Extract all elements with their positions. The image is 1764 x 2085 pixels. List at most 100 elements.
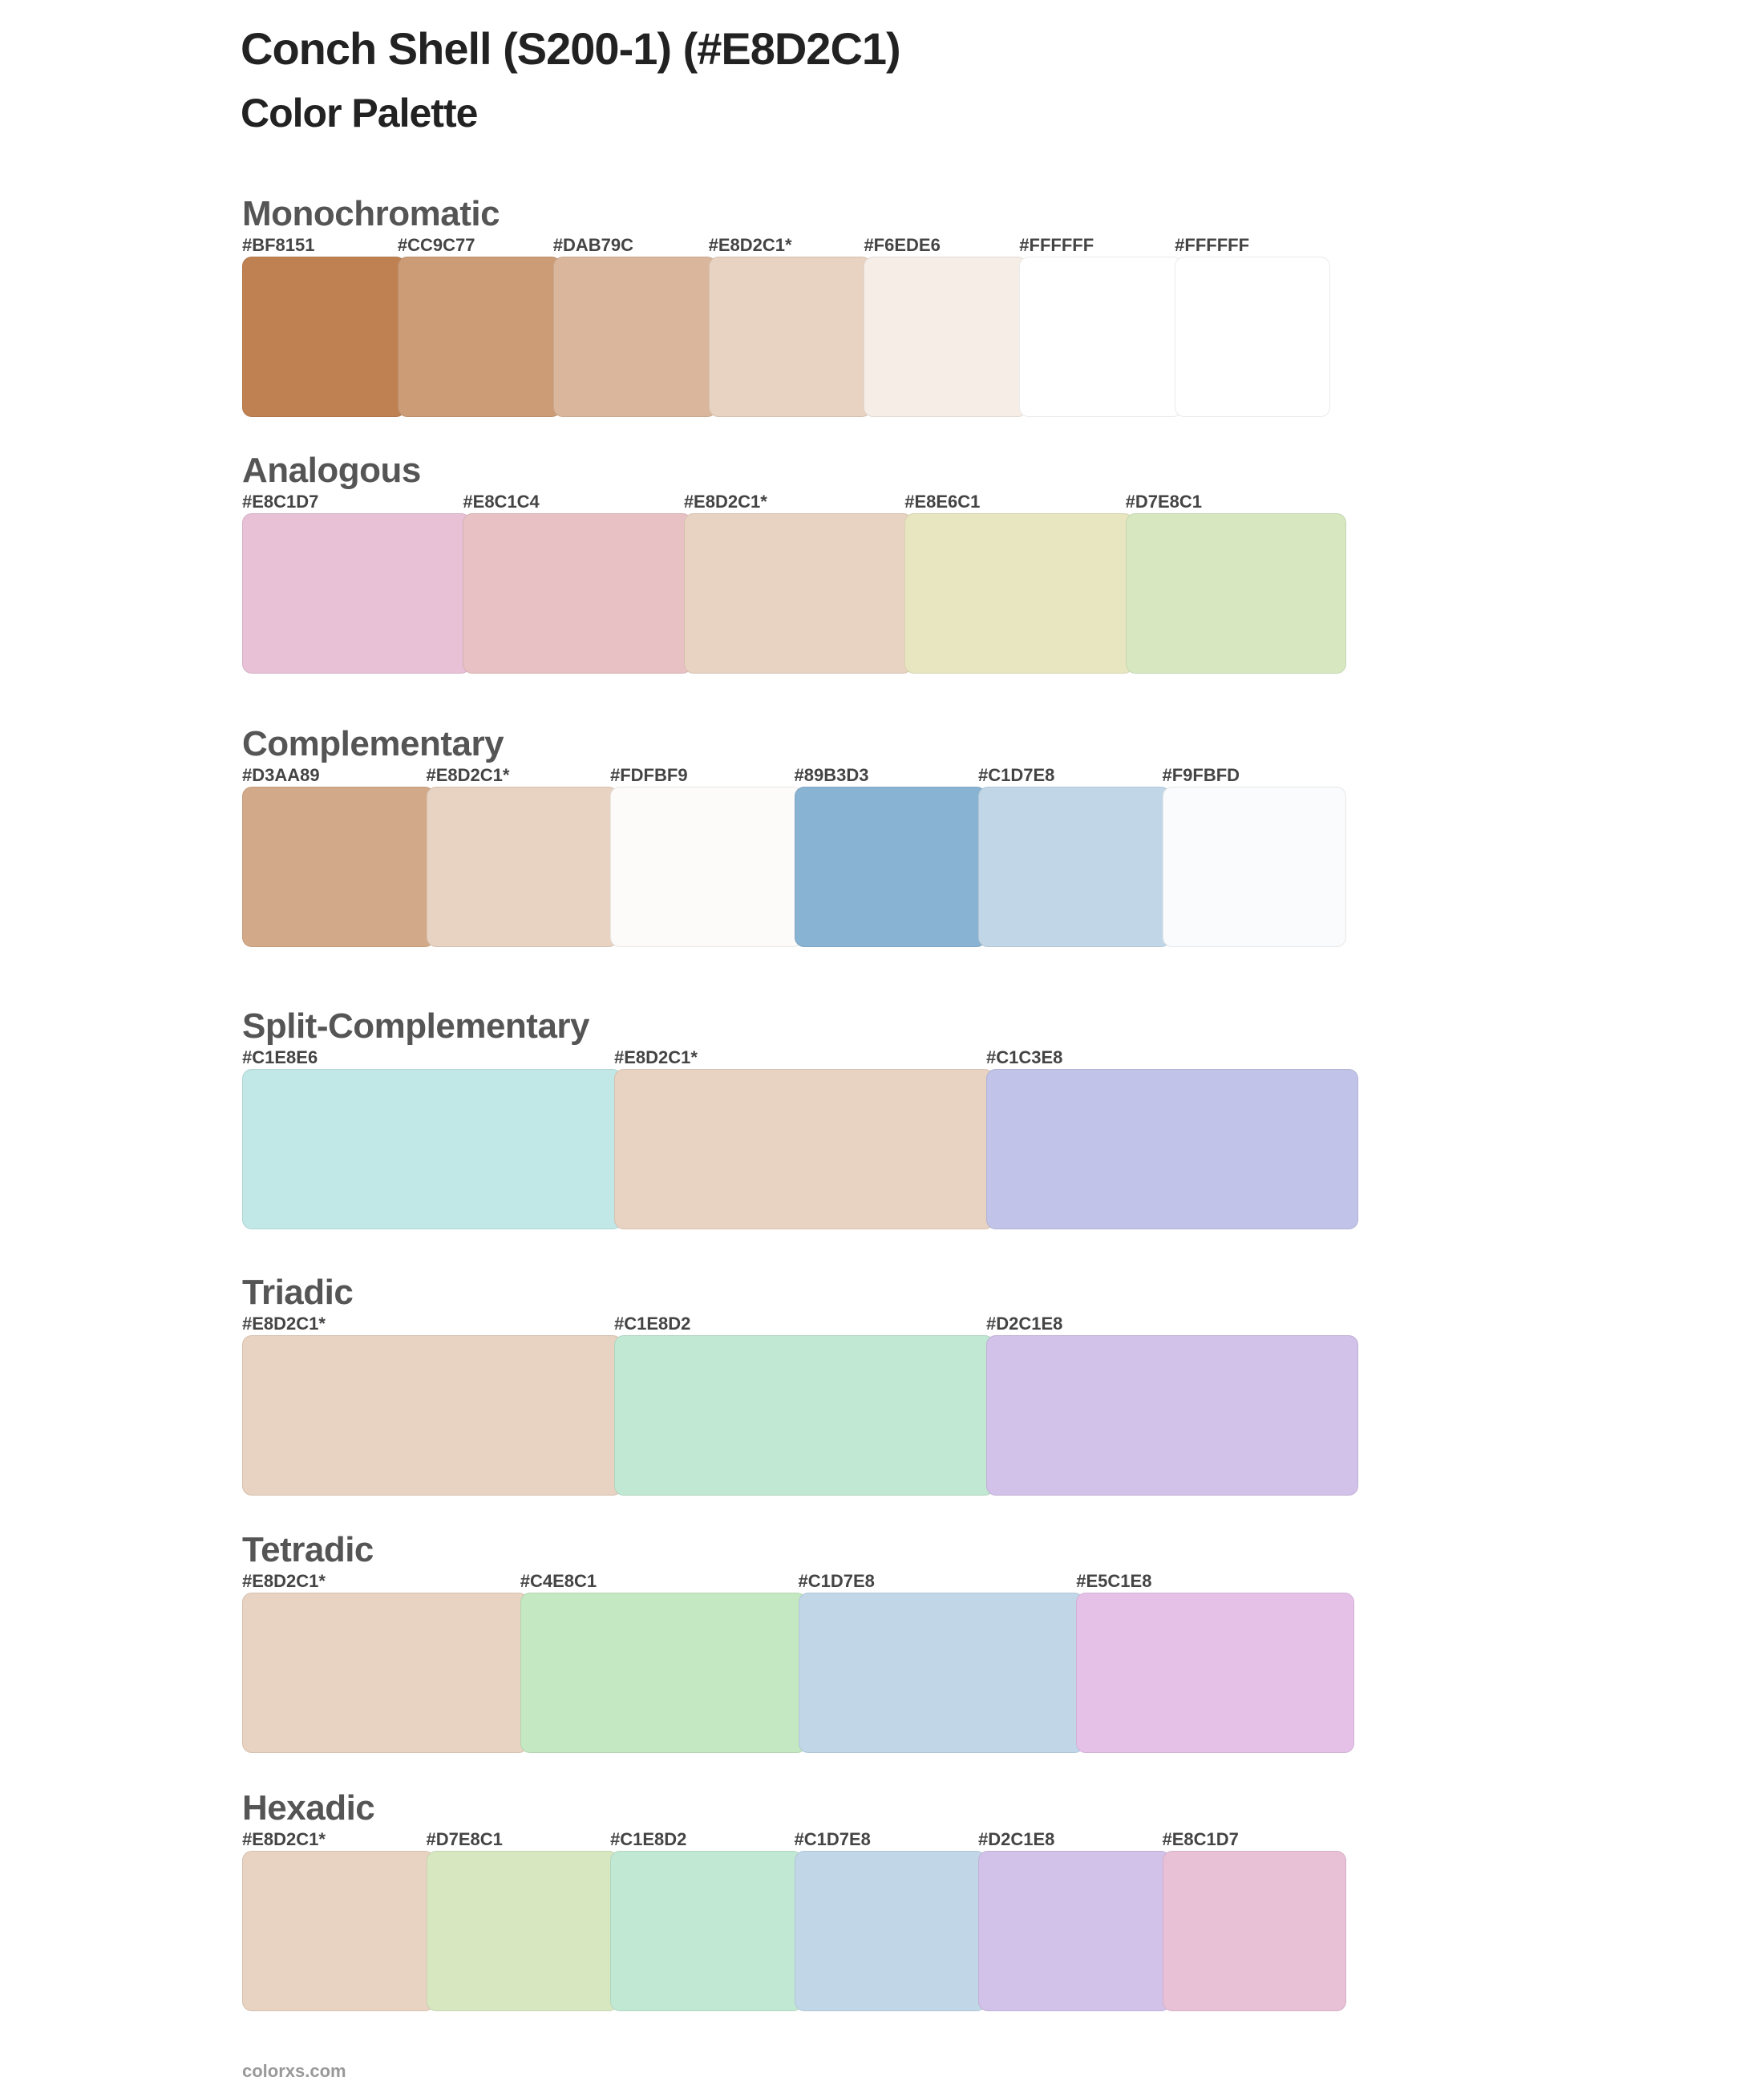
palette-section-complementary: Complementary #D3AA89 #E8D2C1* #FDFBF9 #89B3… — [242, 724, 1346, 947]
color-block[interactable] — [242, 513, 471, 674]
color-swatch[interactable]: #FFFFFF — [1175, 234, 1331, 417]
hex-label: #E8D2C1* — [426, 765, 510, 785]
color-block[interactable] — [242, 1069, 622, 1229]
color-block[interactable] — [798, 1593, 1085, 1753]
color-swatch[interactable]: #E8D2C1* — [683, 491, 913, 674]
section-heading: Tetradic — [242, 1530, 374, 1569]
color-swatch[interactable]: #C1D7E8 — [798, 1570, 1085, 1753]
palette-section-analogous: Analogous #E8C1D7 #E8C1C4 #E8D2C1* #E8E6C1 #D… — [242, 451, 1347, 674]
color-swatch[interactable]: #C1E8D2 — [610, 1828, 803, 2011]
color-block[interactable] — [242, 1593, 528, 1753]
hex-label: #E8C1D7 — [1162, 1829, 1239, 1849]
color-block[interactable] — [614, 1335, 994, 1496]
color-block[interactable] — [242, 787, 435, 947]
color-swatch[interactable]: #E8D2C1* — [242, 1570, 528, 1753]
hex-label: #FDFBF9 — [610, 765, 688, 785]
color-swatch[interactable]: #C1E8E6 — [242, 1047, 622, 1229]
hex-label: #C1D7E8 — [978, 765, 1055, 785]
color-swatch[interactable]: #E8D2C1* — [708, 234, 872, 417]
color-block[interactable] — [986, 1069, 1358, 1229]
color-block[interactable] — [1019, 257, 1183, 417]
color-block[interactable] — [978, 787, 1171, 947]
color-block[interactable] — [794, 1851, 986, 2011]
hex-label: #E8D2C1* — [242, 1829, 326, 1849]
color-swatch[interactable]: #E5C1E8 — [1076, 1570, 1354, 1753]
footer-site-link[interactable]: colorxs.com — [242, 2061, 346, 2081]
color-block[interactable] — [242, 1335, 622, 1496]
color-block[interactable] — [520, 1593, 807, 1753]
section-heading: Hexadic — [242, 1788, 375, 1828]
hex-label: #F9FBFD — [1162, 765, 1240, 785]
color-block[interactable] — [610, 1851, 803, 2011]
color-swatch[interactable]: #FFFFFF — [1019, 234, 1183, 417]
section-heading: Split-Complementary — [242, 1006, 590, 1046]
color-swatch[interactable]: #BF8151 — [242, 234, 406, 417]
color-block[interactable] — [463, 513, 692, 674]
color-swatch[interactable]: #C1D7E8 — [794, 1828, 986, 2011]
color-swatch[interactable]: #E8C1D7 — [1162, 1828, 1346, 2011]
hex-label: #BF8151 — [242, 235, 315, 255]
color-block[interactable] — [552, 257, 717, 417]
color-swatch[interactable]: #C1D7E8 — [978, 764, 1171, 947]
color-swatch[interactable]: #E8D2C1* — [614, 1047, 994, 1229]
hex-label: #E8D2C1* — [683, 492, 767, 512]
color-block[interactable] — [242, 1851, 435, 2011]
color-block[interactable] — [1076, 1593, 1354, 1753]
color-block[interactable] — [904, 513, 1134, 674]
color-block[interactable] — [986, 1335, 1358, 1496]
hex-label: #E5C1E8 — [1076, 1571, 1152, 1591]
color-swatch[interactable]: #D7E8C1 — [1125, 491, 1347, 674]
color-swatch[interactable]: #CC9C77 — [397, 234, 561, 417]
color-block[interactable] — [614, 1069, 994, 1229]
color-swatch[interactable]: #F9FBFD — [1162, 764, 1346, 947]
palette-section-monochromatic: Monochromatic #BF8151 #CC9C77 #DAB79C #E8D2C… — [242, 194, 1331, 417]
color-block[interactable] — [708, 257, 872, 417]
hex-label: #CC9C77 — [397, 235, 475, 255]
color-swatch[interactable]: #E8D2C1* — [242, 1313, 622, 1496]
color-swatch[interactable]: #E8C1C4 — [463, 491, 692, 674]
color-swatch[interactable]: #FDFBF9 — [610, 764, 803, 947]
color-swatch[interactable]: #E8D2C1* — [426, 764, 618, 947]
page-title: Conch Shell (S200-1) (#E8D2C1) — [241, 23, 901, 74]
hex-label: #E8D2C1* — [708, 235, 792, 255]
color-block[interactable] — [426, 1851, 618, 2011]
palette-section-hexadic: Hexadic #E8D2C1* #D7E8C1 #C1E8D2 #C1D7E8 #D2C… — [242, 1788, 1346, 2011]
color-block[interactable] — [978, 1851, 1171, 2011]
color-block[interactable] — [864, 257, 1028, 417]
color-swatch[interactable]: #C1C3E8 — [986, 1047, 1358, 1229]
color-swatch[interactable]: #E8C1D7 — [242, 491, 471, 674]
hex-label: #E8D2C1* — [242, 1571, 326, 1591]
color-swatch[interactable]: #E8E6C1 — [904, 491, 1134, 674]
color-block[interactable] — [426, 787, 618, 947]
color-block[interactable] — [1125, 513, 1347, 674]
hex-label: #89B3D3 — [794, 765, 869, 785]
color-block[interactable] — [1162, 1851, 1346, 2011]
color-block[interactable] — [1162, 787, 1346, 947]
color-swatch[interactable]: #E8D2C1* — [242, 1828, 435, 2011]
hex-label: #D3AA89 — [242, 765, 320, 785]
color-block[interactable] — [397, 257, 561, 417]
hex-label: #FFFFFF — [1175, 235, 1250, 255]
color-swatch[interactable]: #D2C1E8 — [978, 1828, 1171, 2011]
color-swatch[interactable]: #DAB79C — [552, 234, 717, 417]
color-swatch[interactable]: #D7E8C1 — [426, 1828, 618, 2011]
hex-label: #D2C1E8 — [986, 1314, 1063, 1334]
hex-label: #C4E8C1 — [520, 1571, 597, 1591]
hex-label: #E8D2C1* — [242, 1314, 326, 1334]
color-swatch[interactable]: #D2C1E8 — [986, 1313, 1358, 1496]
color-swatch[interactable]: #F6EDE6 — [864, 234, 1028, 417]
color-swatch[interactable]: #D3AA89 — [242, 764, 435, 947]
color-block[interactable] — [610, 787, 803, 947]
color-block[interactable] — [242, 257, 406, 417]
color-swatch[interactable]: #89B3D3 — [794, 764, 986, 947]
color-block[interactable] — [794, 787, 986, 947]
color-swatch[interactable]: #C4E8C1 — [520, 1570, 807, 1753]
palette-section-split-complementary: Split-Complementary #C1E8E6 #E8D2C1* #C1C3E… — [242, 1006, 1358, 1229]
hex-label: #E8D2C1* — [614, 1047, 698, 1067]
section-heading: Analogous — [242, 451, 421, 490]
swatch-row: #E8C1D7 #E8C1C4 #E8D2C1* #E8E6C1 #D7E8C1 — [242, 491, 1347, 674]
color-block[interactable] — [683, 513, 913, 674]
hex-label: #C1D7E8 — [798, 1571, 875, 1591]
color-block[interactable] — [1175, 257, 1331, 417]
color-swatch[interactable]: #C1E8D2 — [614, 1313, 994, 1496]
